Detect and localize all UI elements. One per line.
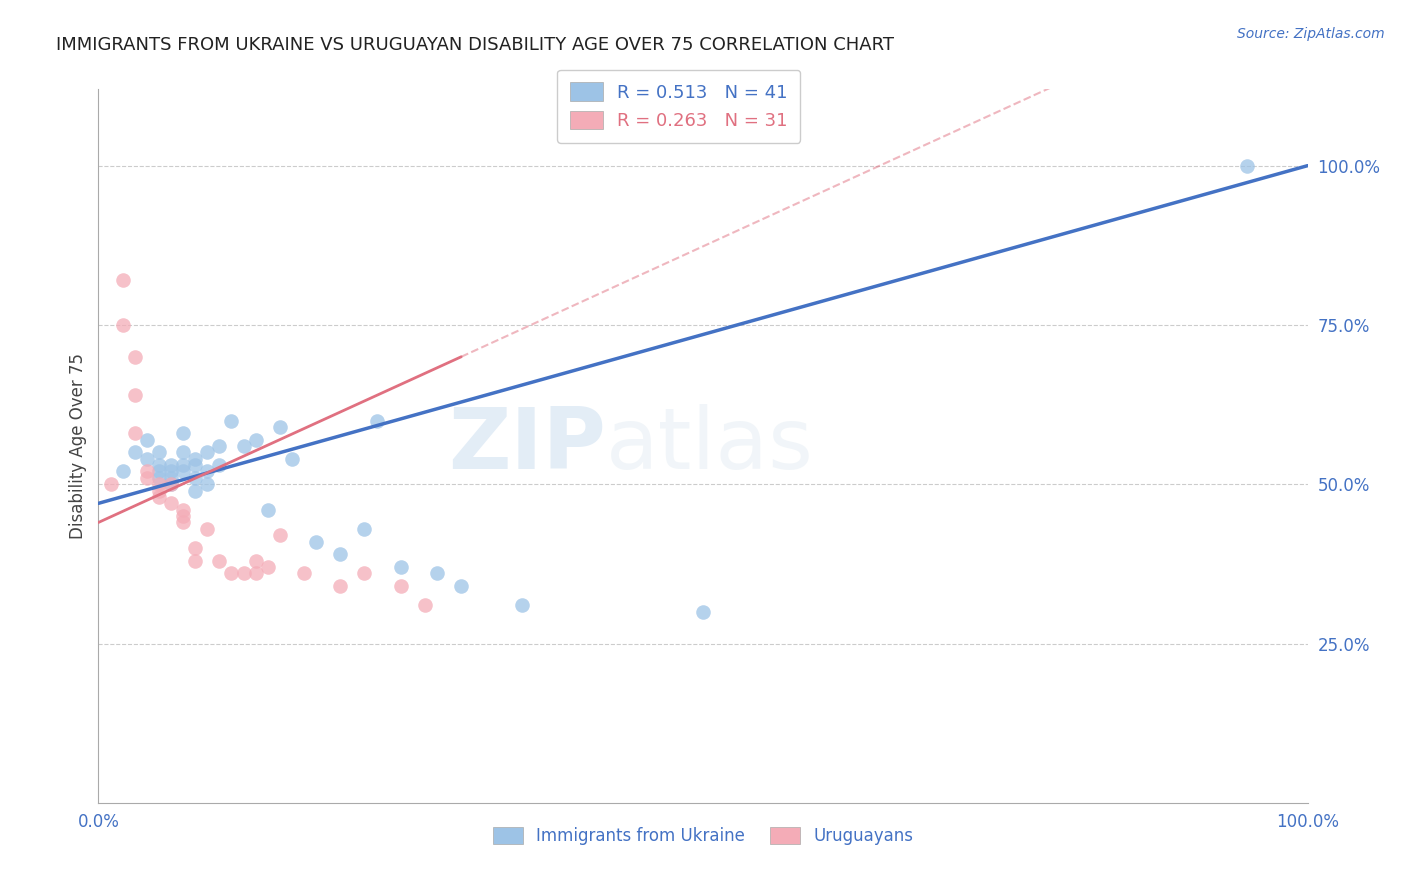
Point xyxy=(124,426,146,441)
Legend: Immigrants from Ukraine, Uruguayans: Immigrants from Ukraine, Uruguayans xyxy=(486,820,920,852)
Point xyxy=(184,554,207,568)
Point xyxy=(208,458,231,472)
Point xyxy=(245,433,267,447)
Point xyxy=(172,502,194,516)
Point xyxy=(172,458,194,472)
Point xyxy=(184,458,207,472)
Point xyxy=(692,605,714,619)
Point xyxy=(124,445,146,459)
Point xyxy=(148,483,170,498)
Point xyxy=(172,509,194,524)
Point xyxy=(148,490,170,504)
Text: atlas: atlas xyxy=(606,404,814,488)
Point xyxy=(195,477,218,491)
Point xyxy=(124,388,146,402)
Point xyxy=(135,451,157,466)
Point xyxy=(135,433,157,447)
Point xyxy=(366,413,388,427)
Point xyxy=(195,445,218,459)
Point xyxy=(353,566,375,581)
Point xyxy=(160,496,183,510)
Point xyxy=(148,471,170,485)
Point xyxy=(172,516,194,530)
Point xyxy=(195,465,218,479)
Point xyxy=(135,471,157,485)
Point xyxy=(413,599,436,613)
Point xyxy=(184,451,207,466)
Y-axis label: Disability Age Over 75: Disability Age Over 75 xyxy=(69,353,87,539)
Point xyxy=(148,445,170,459)
Point xyxy=(329,579,352,593)
Point xyxy=(208,439,231,453)
Point xyxy=(389,560,412,574)
Point xyxy=(172,465,194,479)
Point xyxy=(353,522,375,536)
Text: IMMIGRANTS FROM UKRAINE VS URUGUAYAN DISABILITY AGE OVER 75 CORRELATION CHART: IMMIGRANTS FROM UKRAINE VS URUGUAYAN DIS… xyxy=(56,36,894,54)
Point xyxy=(232,439,254,453)
Point xyxy=(245,554,267,568)
Point xyxy=(160,477,183,491)
Point xyxy=(148,477,170,491)
Point xyxy=(426,566,449,581)
Point xyxy=(100,477,122,491)
Point xyxy=(450,579,472,593)
Point xyxy=(195,522,218,536)
Point xyxy=(245,566,267,581)
Point xyxy=(160,471,183,485)
Point xyxy=(256,502,278,516)
Point xyxy=(292,566,315,581)
Point xyxy=(184,483,207,498)
Point xyxy=(221,566,243,581)
Point xyxy=(111,465,134,479)
Point xyxy=(305,534,328,549)
Point xyxy=(111,318,134,332)
Point xyxy=(208,554,231,568)
Point xyxy=(148,465,170,479)
Point xyxy=(124,350,146,364)
Point xyxy=(172,426,194,441)
Point xyxy=(221,413,243,427)
Point xyxy=(1236,159,1258,173)
Point xyxy=(510,599,533,613)
Text: ZIP: ZIP xyxy=(449,404,606,488)
Point xyxy=(269,528,291,542)
Point xyxy=(232,566,254,581)
Point xyxy=(160,477,183,491)
Point xyxy=(389,579,412,593)
Point xyxy=(329,547,352,561)
Point xyxy=(160,458,183,472)
Point xyxy=(160,465,183,479)
Point xyxy=(135,465,157,479)
Point xyxy=(184,541,207,555)
Point xyxy=(256,560,278,574)
Point xyxy=(148,458,170,472)
Point xyxy=(172,445,194,459)
Point xyxy=(269,420,291,434)
Point xyxy=(184,471,207,485)
Point xyxy=(111,273,134,287)
Text: Source: ZipAtlas.com: Source: ZipAtlas.com xyxy=(1237,27,1385,41)
Point xyxy=(281,451,304,466)
